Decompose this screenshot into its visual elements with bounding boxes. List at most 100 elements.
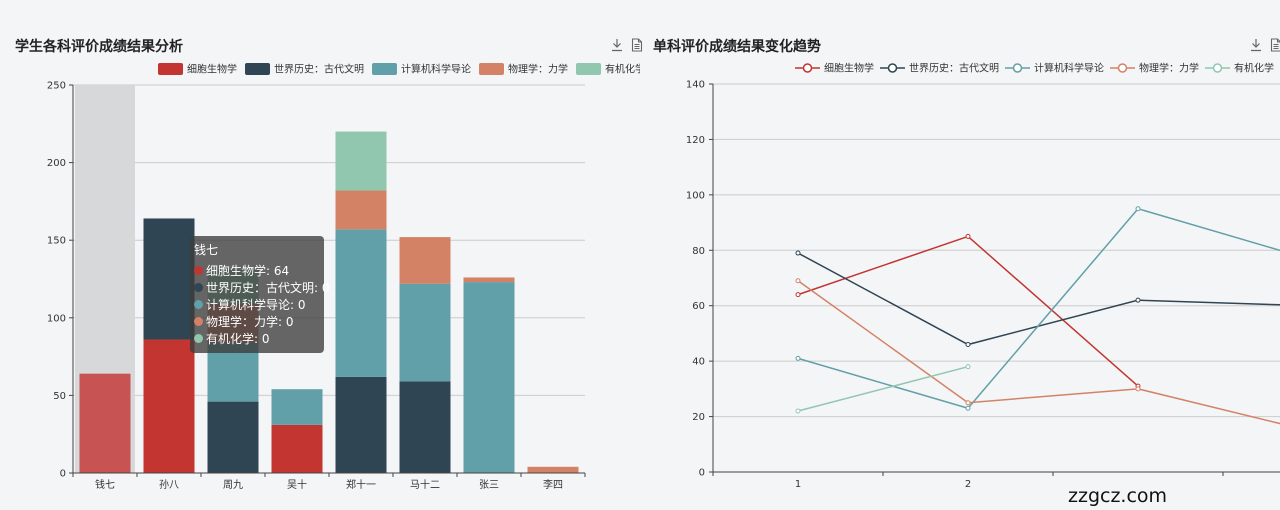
- series-dot: [194, 334, 203, 343]
- series-dot: [194, 266, 203, 275]
- legend-item[interactable]: 有机化学: [576, 63, 640, 76]
- data-point[interactable]: [1135, 297, 1141, 303]
- tooltip-row-text: 世界历史：古代文明: 0: [206, 281, 330, 295]
- legend-item[interactable]: 细胞生物学: [795, 62, 874, 75]
- y-tick-label: 20: [692, 412, 705, 423]
- legend-item[interactable]: 细胞生物学: [158, 63, 237, 76]
- tooltip: 钱七 细胞生物学: 64 世界历史：古代文明: 0 计算机科学导论: 0 物理学…: [190, 236, 330, 353]
- bar-segment[interactable]: [335, 376, 387, 473]
- bar-segment[interactable]: [335, 190, 387, 230]
- legend-marker: [887, 63, 898, 73]
- tooltip-row: 世界历史：古代文明: 0: [194, 279, 330, 296]
- series-dot: [194, 317, 203, 326]
- bar-segment[interactable]: [527, 466, 579, 473]
- y-tick-label: 250: [47, 81, 66, 92]
- series-line[interactable]: [797, 280, 1280, 431]
- x-tick-label: 李四: [543, 478, 563, 491]
- data-point[interactable]: [1135, 386, 1141, 392]
- y-tick-label: 120: [686, 135, 705, 146]
- bar-segment[interactable]: [79, 373, 131, 473]
- bar-segment[interactable]: [463, 277, 515, 283]
- legend-item[interactable]: 计算机科学导论: [372, 63, 471, 76]
- series-line[interactable]: [797, 235, 1139, 387]
- legend-item[interactable]: 世界历史：古代文明: [880, 62, 999, 75]
- data-point[interactable]: [795, 292, 801, 298]
- series-dot: [194, 300, 203, 309]
- legend-label: 物理学：力学: [508, 63, 568, 76]
- legend-marker: [802, 63, 813, 73]
- legend-label: 有机化学: [605, 63, 640, 76]
- data-point[interactable]: [965, 400, 971, 406]
- bar-segment[interactable]: [271, 389, 323, 425]
- data-point[interactable]: [795, 278, 801, 284]
- download-icon[interactable]: [1250, 38, 1262, 52]
- bar-segment[interactable]: [399, 381, 451, 473]
- data-point[interactable]: [965, 405, 971, 411]
- bar-segment[interactable]: [143, 339, 195, 473]
- x-tick-label: 张三: [479, 479, 499, 491]
- y-tick-label: 200: [47, 158, 66, 169]
- series-dot: [194, 283, 203, 292]
- data-point[interactable]: [965, 233, 971, 239]
- x-tick-label: 郑十一: [346, 478, 376, 491]
- series-line[interactable]: [797, 207, 1280, 410]
- legend-item[interactable]: 世界历史：古代文明: [245, 63, 364, 76]
- legend-label: 计算机科学导论: [1034, 62, 1104, 75]
- x-tick-label: 钱七: [95, 478, 115, 491]
- data-point[interactable]: [965, 342, 971, 348]
- legend-swatch: [245, 63, 270, 75]
- legend-item[interactable]: 物理学：力学: [1110, 62, 1199, 75]
- data-point[interactable]: [795, 408, 801, 414]
- bar-segment[interactable]: [463, 282, 515, 473]
- y-tick-label: 40: [692, 357, 705, 368]
- y-tick-label: 60: [692, 301, 705, 312]
- line-chart: 细胞生物学 世界历史：古代文明 计算机科学导论 物理学：力学 有机化学 0 20 40 60 80…: [686, 62, 1280, 490]
- chart-title: 学生各科评价成绩结果分析: [15, 39, 183, 55]
- legend-marker: [1012, 63, 1023, 73]
- y-tick-label: 100: [686, 190, 705, 201]
- y-tick-label: 80: [692, 246, 705, 257]
- series-line[interactable]: [797, 365, 969, 412]
- plot-area: [795, 206, 1280, 431]
- legend-swatch: [372, 63, 397, 75]
- x-tick-label: 1: [795, 479, 801, 490]
- y-tick-label: 0: [699, 468, 705, 479]
- tooltip-row-text: 细胞生物学: 64: [206, 264, 290, 278]
- x-tick-label: 周九: [223, 479, 243, 491]
- legend-label: 物理学：力学: [1139, 62, 1199, 75]
- toolbox: [611, 38, 643, 52]
- bar-segment[interactable]: [399, 283, 451, 382]
- download-icon[interactable]: [611, 38, 623, 52]
- bar-segment[interactable]: [335, 229, 387, 377]
- data-point[interactable]: [795, 250, 801, 256]
- legend-item[interactable]: 物理学：力学: [479, 63, 568, 76]
- tooltip-row-text: 有机化学: 0: [206, 332, 270, 346]
- bar-chart: 细胞生物学 世界历史：古代文明 计算机科学导论 物理学：力学 有机化学 0 50 100 150…: [47, 63, 640, 492]
- legend-label: 世界历史：古代文明: [909, 62, 999, 75]
- x-tick-label: 吴十: [287, 478, 307, 491]
- legend-item[interactable]: 有机化学: [1205, 62, 1274, 75]
- data-view-icon[interactable]: [631, 38, 643, 52]
- watermark: zzgcz.com: [1068, 485, 1168, 507]
- tooltip-row: 计算机科学导论: 0: [194, 296, 320, 313]
- x-tick-label: 2: [965, 479, 971, 490]
- legend-swatch: [479, 63, 504, 75]
- legend-swatch: [158, 63, 183, 75]
- series-line[interactable]: [797, 252, 1280, 346]
- data-view-icon[interactable]: [1270, 38, 1280, 52]
- x-tick-label: 孙八: [159, 478, 179, 491]
- data-point[interactable]: [1135, 206, 1141, 212]
- bar-segment[interactable]: [399, 237, 451, 284]
- legend-label: 细胞生物学: [824, 62, 874, 75]
- tooltip-row-text: 物理学：力学: 0: [206, 315, 294, 329]
- tooltip-row-text: 计算机科学导论: 0: [206, 298, 306, 312]
- data-point[interactable]: [965, 364, 971, 370]
- data-point[interactable]: [795, 355, 801, 361]
- legend-swatch: [576, 63, 601, 75]
- bar-segment[interactable]: [271, 424, 323, 473]
- bar-segment[interactable]: [207, 401, 259, 473]
- legend-item[interactable]: 计算机科学导论: [1005, 62, 1104, 75]
- bar-segment[interactable]: [143, 218, 195, 340]
- bar-segment[interactable]: [335, 131, 387, 191]
- y-tick-label: 140: [686, 80, 705, 91]
